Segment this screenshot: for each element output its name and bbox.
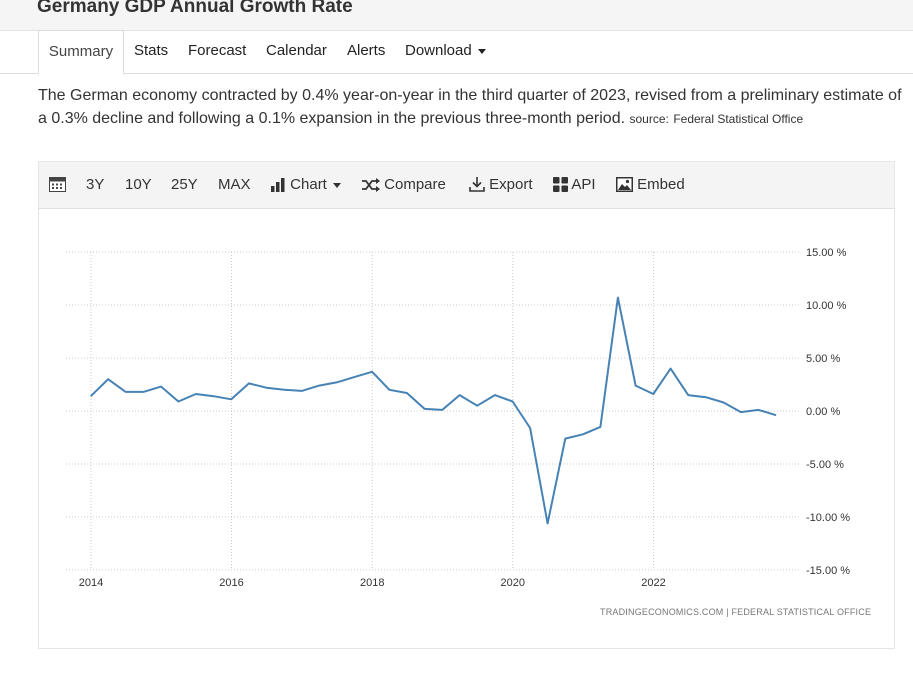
range-max-button[interactable]: MAX <box>218 176 251 193</box>
chevron-down-icon <box>332 182 341 188</box>
data-point <box>459 394 461 396</box>
data-point <box>424 408 426 410</box>
bar-chart-icon <box>271 178 285 192</box>
page-title: Germany GDP Annual Growth Rate <box>37 0 353 17</box>
data-point <box>336 381 338 383</box>
summary-text: The German economy contracted by 0.4% ye… <box>38 87 902 127</box>
data-point <box>757 409 759 411</box>
data-point <box>195 393 197 395</box>
range-25y-button[interactable]: 25Y <box>171 176 198 193</box>
embed-label: Embed <box>637 176 685 193</box>
x-tick-label: 2022 <box>641 577 665 589</box>
chevron-down-icon <box>477 48 486 54</box>
data-point <box>283 389 285 391</box>
tab-bar: Summary Stats Forecast Calendar Alerts D… <box>0 30 913 75</box>
api-button[interactable]: API <box>553 162 596 208</box>
download-icon <box>469 177 485 192</box>
compare-label: Compare <box>384 176 446 193</box>
chart-type-label: Chart <box>290 176 327 193</box>
y-tick-label: 15.00 % <box>806 247 847 259</box>
data-point <box>248 382 250 384</box>
tab-summary[interactable]: Summary <box>38 30 124 75</box>
chart-toolbar: 3Y 10Y 25Y MAX Chart Compare Export <box>39 162 894 209</box>
data-point <box>371 371 373 373</box>
gdp-growth-line-chart: 15.00 % 10.00 % 5.00 % 0.00 % -5.00 % -10.00 … <box>66 247 850 589</box>
tab-download[interactable]: Download <box>405 30 486 73</box>
tab-calendar[interactable]: Calendar <box>266 42 327 59</box>
tab-alerts[interactable]: Alerts <box>347 42 386 59</box>
data-point <box>582 433 584 435</box>
grid-icon <box>553 177 568 192</box>
data-point <box>723 402 725 404</box>
data-point <box>125 391 127 393</box>
tab-forecast[interactable]: Forecast <box>188 42 247 59</box>
data-point <box>177 401 179 403</box>
data-point <box>107 378 109 380</box>
data-point <box>529 427 531 429</box>
data-point <box>353 376 355 378</box>
source-label: source: <box>629 112 669 126</box>
y-tick-label: -15.00 % <box>806 565 850 577</box>
data-point <box>301 390 303 392</box>
data-point <box>318 385 320 387</box>
y-tick-label: 0.00 % <box>806 406 840 418</box>
tab-stats[interactable]: Stats <box>134 42 169 59</box>
x-tick-label: 2018 <box>360 577 384 589</box>
data-point <box>160 386 162 388</box>
data-point <box>740 411 742 413</box>
data-point <box>90 395 92 397</box>
title-bar: Germany GDP Annual Growth Rate <box>0 0 913 31</box>
data-point <box>705 396 707 398</box>
y-tick-label: -5.00 % <box>806 459 844 471</box>
data-point <box>265 387 267 389</box>
data-point <box>775 414 777 416</box>
y-tick-label: -10.00 % <box>806 512 850 524</box>
data-point <box>564 438 566 440</box>
chart-attribution: TRADINGECONOMICS.COM | FEDERAL STATISTIC… <box>600 607 872 617</box>
compare-button[interactable]: Compare <box>362 162 446 208</box>
api-label: API <box>571 176 596 193</box>
data-point <box>142 391 144 393</box>
data-point <box>388 389 390 391</box>
data-point <box>213 395 215 397</box>
data-point <box>635 385 637 387</box>
range-10y-button[interactable]: 10Y <box>125 176 152 193</box>
y-tick-label: 10.00 % <box>806 300 847 312</box>
calendar-icon <box>49 177 66 192</box>
gdp-growth-series-line <box>90 296 777 525</box>
data-point <box>599 426 601 428</box>
data-point <box>617 297 619 299</box>
y-tick-label: 5.00 % <box>806 353 840 365</box>
range-3y-button[interactable]: 3Y <box>86 176 105 193</box>
embed-button[interactable]: Embed <box>616 162 685 208</box>
summary-description: The German economy contracted by 0.4% ye… <box>38 84 908 131</box>
data-point <box>512 401 514 403</box>
data-point <box>670 368 672 370</box>
data-point <box>476 405 478 407</box>
data-point <box>406 392 408 394</box>
data-point <box>494 394 496 396</box>
export-button[interactable]: Export <box>469 162 533 208</box>
data-point <box>441 409 443 411</box>
data-point <box>547 522 549 524</box>
chart-panel: 3Y 10Y 25Y MAX Chart Compare Export <box>38 161 895 649</box>
x-tick-label: 2014 <box>79 577 103 589</box>
data-point <box>652 393 654 395</box>
shuffle-icon <box>362 178 380 192</box>
x-tick-label: 2020 <box>501 577 525 589</box>
image-icon <box>616 177 633 192</box>
calendar-button[interactable] <box>49 162 66 208</box>
x-tick-label: 2016 <box>219 577 243 589</box>
source-name[interactable]: Federal Statistical Office <box>673 112 804 126</box>
data-point <box>687 394 689 396</box>
data-point <box>230 398 232 400</box>
export-label: Export <box>489 176 533 193</box>
chart-type-button[interactable]: Chart <box>271 162 341 208</box>
tab-download-label: Download <box>405 42 472 59</box>
